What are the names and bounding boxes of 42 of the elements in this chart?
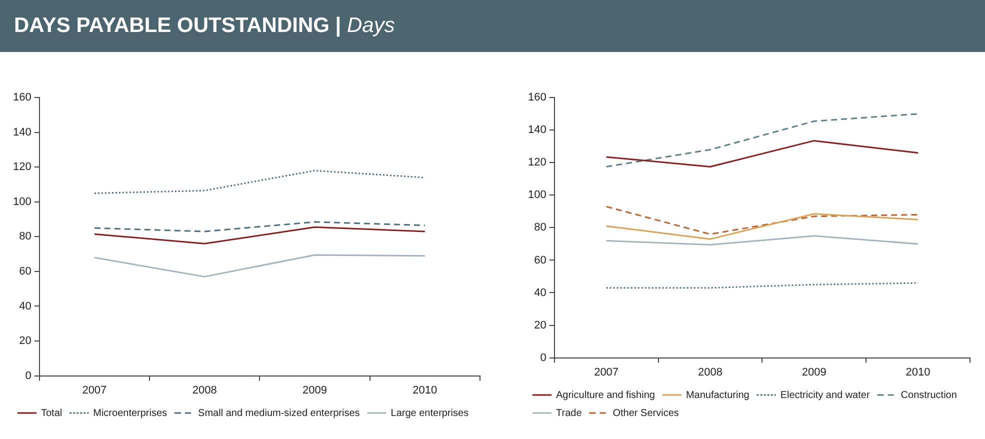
x-tick-label: 2008: [698, 366, 722, 378]
y-tick-label: 0: [540, 352, 546, 364]
legend-label: Other Services: [612, 408, 679, 419]
y-tick-label: 80: [534, 222, 546, 234]
y-tick-label: 40: [534, 286, 546, 299]
chart-subtitle: Days: [347, 14, 395, 37]
line-series: [94, 221, 426, 232]
y-tick-label: 40: [19, 300, 32, 312]
y-tick-label: 60: [19, 266, 32, 278]
y-tick-label: 120: [528, 156, 546, 169]
x-tick-label: 2009: [802, 366, 826, 378]
y-tick-label: 0: [25, 370, 32, 382]
x-tick-label: 2010: [412, 384, 438, 396]
y-tick-label: 120: [12, 161, 32, 174]
y-tick-label: 160: [528, 92, 546, 104]
legend-label: Trade: [556, 408, 582, 419]
legend-label: Total: [41, 408, 62, 419]
legend-label: Microenterprises: [93, 408, 168, 419]
x-tick-label: 2010: [906, 366, 930, 378]
x-tick-label: 2007: [82, 384, 107, 396]
line-series: [606, 206, 919, 235]
legend-label: Small and medium-sized enterprises: [198, 408, 360, 419]
line-series: [94, 170, 426, 194]
y-tick-label: 20: [19, 335, 32, 348]
y-tick-label: 60: [534, 254, 546, 266]
x-tick-label: 2007: [594, 366, 619, 378]
y-tick-label: 20: [534, 319, 546, 332]
y-tick-label: 100: [528, 189, 546, 202]
line-series: [606, 113, 919, 168]
legend-label: Construction: [900, 390, 957, 401]
y-tick-label: 140: [12, 126, 32, 138]
x-tick-label: 2008: [192, 384, 217, 396]
y-tick-label: 80: [19, 230, 32, 243]
legend-label: Electricity and water: [780, 390, 870, 401]
legend-label: Manufacturing: [686, 390, 750, 401]
legend-label: Agriculture and fishing: [556, 390, 655, 401]
chart-title: DAYS PAYABLE OUTSTANDING |: [14, 14, 342, 37]
y-tick-label: 140: [528, 124, 546, 136]
legend-label: Large enterprises: [390, 408, 469, 419]
x-tick-label: 2009: [302, 384, 327, 396]
y-tick-label: 160: [12, 92, 32, 104]
y-tick-label: 100: [12, 196, 32, 208]
